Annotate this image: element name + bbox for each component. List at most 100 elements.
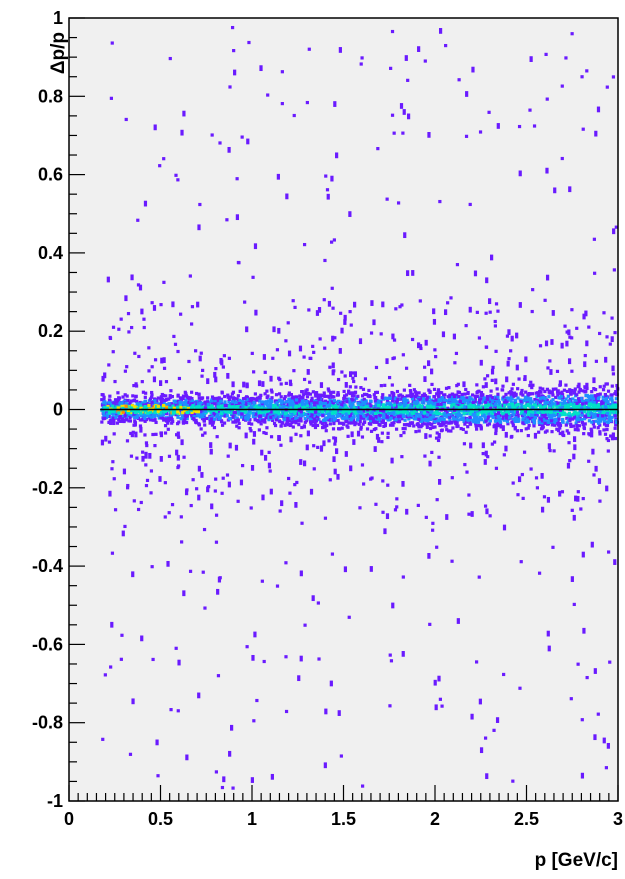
- histogram-bin: [360, 56, 364, 60]
- histogram-bin: [209, 442, 213, 448]
- histogram-bin: [275, 401, 279, 405]
- histogram-bin: [335, 152, 339, 159]
- histogram-bin: [110, 467, 114, 471]
- histogram-bin: [596, 404, 601, 408]
- histogram-bin: [213, 398, 217, 403]
- histogram-bin: [323, 409, 327, 413]
- histogram-bin: [344, 381, 348, 388]
- histogram-bin: [210, 404, 214, 408]
- histogram-bin: [538, 344, 543, 348]
- histogram-bin: [348, 400, 352, 404]
- histogram-bin: [396, 419, 400, 423]
- histogram-bin: [217, 576, 222, 583]
- histogram-bin: [434, 355, 438, 359]
- histogram-bin: [279, 414, 284, 418]
- histogram-bin: [269, 488, 273, 495]
- histogram-bin: [278, 509, 282, 513]
- histogram-bin: [549, 369, 553, 375]
- histogram-bin: [475, 310, 479, 314]
- histogram-bin: [236, 260, 241, 265]
- histogram-bin: [401, 575, 405, 579]
- histogram-bin: [520, 406, 525, 410]
- histogram-bin: [344, 412, 348, 416]
- histogram-bin: [491, 365, 495, 369]
- histogram-bin: [233, 415, 237, 419]
- histogram-bin: [138, 424, 143, 428]
- histogram-bin: [403, 427, 407, 431]
- histogram-bin: [458, 399, 462, 404]
- histogram-bin: [225, 218, 229, 222]
- histogram-bin: [399, 410, 403, 414]
- histogram-bin: [587, 412, 591, 416]
- histogram-bin: [529, 467, 533, 471]
- histogram-bin: [236, 406, 240, 411]
- histogram-bin: [519, 400, 523, 404]
- histogram-bin: [559, 406, 564, 410]
- histogram-bin: [296, 419, 301, 423]
- histogram-bin: [168, 395, 172, 399]
- histogram-bin: [214, 770, 218, 774]
- histogram-bin: [118, 414, 123, 418]
- histogram-bin: [523, 395, 527, 400]
- histogram-bin: [315, 423, 320, 427]
- histogram-bin: [580, 418, 584, 422]
- histogram-bin: [459, 413, 463, 418]
- histogram-bin: [167, 417, 171, 422]
- histogram-bin: [566, 406, 570, 410]
- histogram-bin: [540, 472, 544, 479]
- histogram-bin: [612, 405, 616, 410]
- histogram-bin: [526, 402, 530, 406]
- histogram-bin: [449, 396, 453, 400]
- histogram-bin: [338, 348, 342, 354]
- histogram-bin: [185, 414, 189, 418]
- histogram-bin: [227, 146, 231, 153]
- histogram-bin: [254, 412, 258, 416]
- histogram-bin: [549, 414, 553, 418]
- histogram-bin: [475, 394, 479, 398]
- histogram-bin: [514, 392, 518, 396]
- histogram-bin: [381, 420, 385, 424]
- histogram-bin: [500, 388, 504, 392]
- histogram-bin: [494, 400, 498, 404]
- histogram-bin: [591, 397, 596, 401]
- histogram-bin: [428, 434, 432, 438]
- histogram-bin: [185, 420, 189, 425]
- histogram-bin: [584, 389, 588, 393]
- histogram-bin: [606, 400, 610, 404]
- histogram-bin: [605, 85, 609, 89]
- histogram-bin: [457, 413, 461, 417]
- histogram-bin: [412, 417, 417, 421]
- histogram-bin: [381, 393, 385, 397]
- histogram-bin: [132, 399, 136, 403]
- histogram-bin: [495, 404, 499, 408]
- histogram-bin: [580, 772, 585, 779]
- histogram-bin: [431, 528, 435, 532]
- histogram-bin: [408, 383, 412, 387]
- histogram-bin: [274, 416, 278, 420]
- histogram-bin: [518, 170, 522, 177]
- histogram-bin: [196, 301, 200, 308]
- histogram-bin: [177, 659, 181, 666]
- histogram-bin: [551, 387, 555, 391]
- histogram-bin: [581, 389, 585, 393]
- histogram-bin: [520, 388, 524, 393]
- histogram-bin: [601, 395, 605, 399]
- histogram-bin: [599, 403, 603, 407]
- histogram-bin: [553, 411, 557, 416]
- histogram-bin: [524, 356, 528, 363]
- histogram-bin: [383, 423, 388, 428]
- histogram-bin: [459, 426, 463, 431]
- histogram-bin: [394, 405, 398, 409]
- histogram-bin: [288, 379, 293, 386]
- histogram-bin: [206, 396, 210, 400]
- histogram-bin: [217, 417, 221, 421]
- histogram-bin: [119, 657, 123, 661]
- histogram-bin: [360, 463, 365, 467]
- histogram-bin: [582, 627, 586, 634]
- histogram-bin: [571, 424, 576, 428]
- histogram-bin: [427, 421, 431, 426]
- histogram-bin: [289, 401, 293, 405]
- histogram-bin: [220, 491, 224, 495]
- histogram-bin: [436, 438, 441, 443]
- histogram-bin: [253, 392, 257, 396]
